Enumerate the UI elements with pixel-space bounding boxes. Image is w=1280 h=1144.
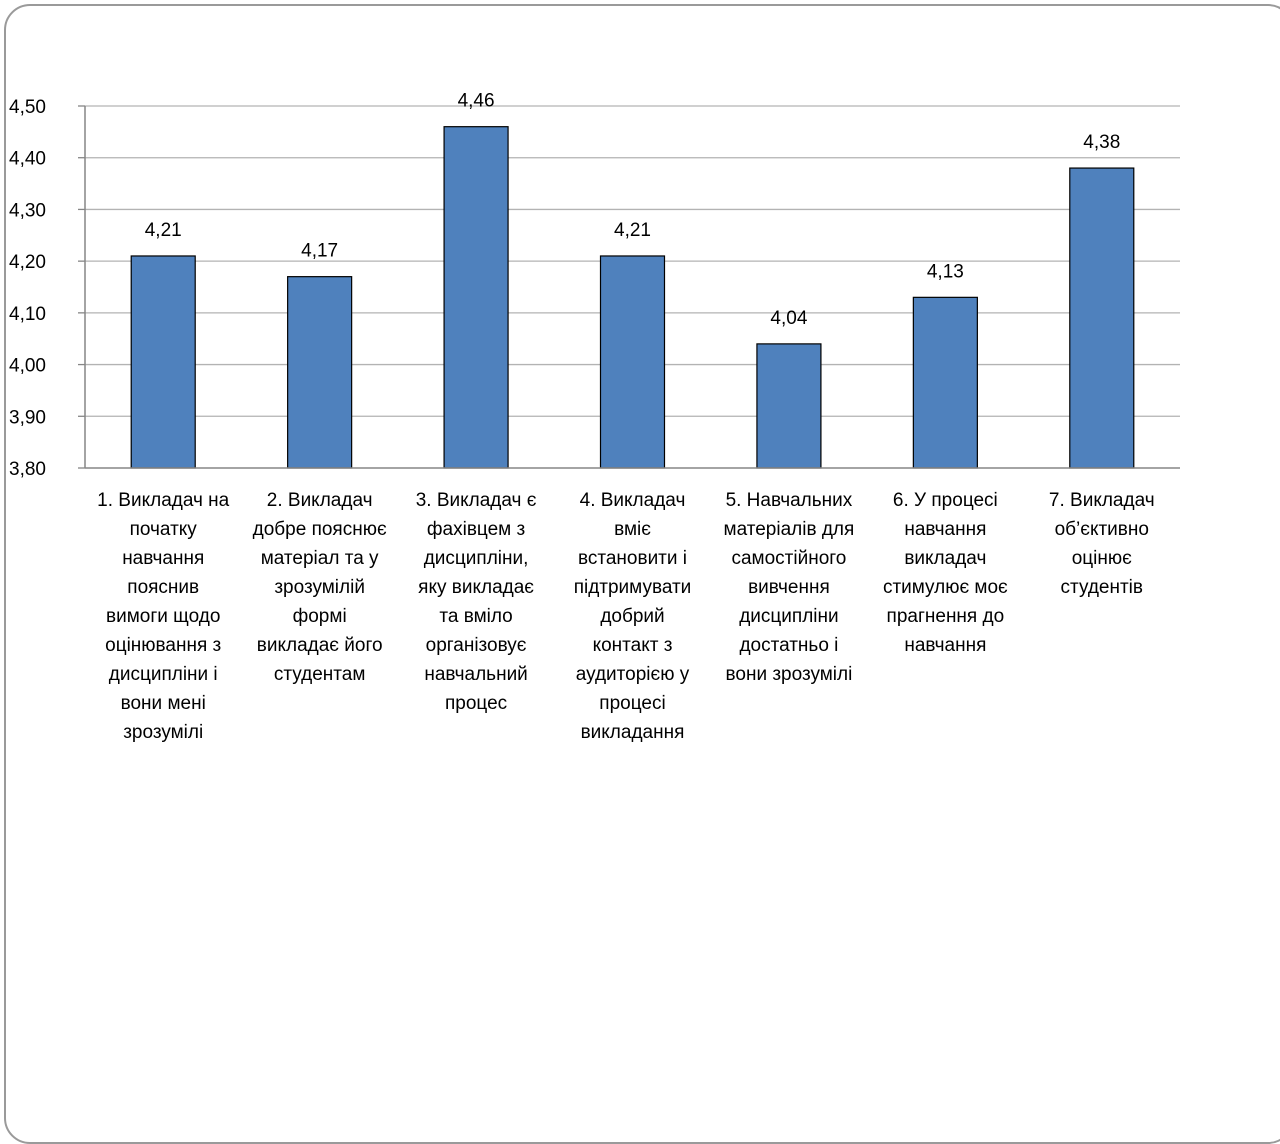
data-label-1: 4,21 bbox=[145, 220, 182, 241]
bar-2 bbox=[287, 276, 353, 469]
data-label-6: 4,13 bbox=[927, 261, 964, 282]
data-label-7: 4,38 bbox=[1083, 132, 1120, 153]
y-tick-label: 3,80 bbox=[9, 459, 46, 480]
bar-3 bbox=[443, 126, 509, 469]
x-axis-categories: 1. Викладач на початку навчання пояснив вимо… bbox=[97, 490, 1154, 743]
bar-chart: 3,80 3,90 4,00 4,10 4,20 4,30 4,40 4,50 4,21 4,1… bbox=[9, 91, 1180, 743]
bar-4 bbox=[599, 255, 666, 469]
bar-6 bbox=[912, 296, 978, 469]
data-label-3: 4,46 bbox=[458, 91, 495, 112]
bars bbox=[130, 126, 1135, 469]
y-tick-label: 4,10 bbox=[9, 304, 46, 325]
axes bbox=[78, 105, 1180, 469]
bar-7 bbox=[1069, 167, 1135, 469]
data-label-5: 4,04 bbox=[770, 308, 807, 329]
bar-1 bbox=[130, 255, 196, 469]
y-tick-label: 4,40 bbox=[9, 149, 46, 170]
y-tick-label: 4,00 bbox=[9, 356, 46, 377]
data-label-4: 4,21 bbox=[614, 220, 651, 241]
category-label-3: 3. Викладач є фахівцем з дисципліни, яку ви… bbox=[416, 490, 537, 714]
y-tick-label: 4,50 bbox=[9, 97, 46, 118]
y-tick-label: 3,90 bbox=[9, 407, 46, 428]
category-label-5: 5. Навчальних матеріалів для самостійного в… bbox=[724, 490, 855, 685]
bar-5 bbox=[756, 343, 822, 469]
category-label-7: 7. Викладач об’єктивно оцінює студентів bbox=[1049, 490, 1155, 598]
data-label-2: 4,17 bbox=[301, 241, 338, 262]
y-axis-ticks: 3,80 3,90 4,00 4,10 4,20 4,30 4,40 4,50 bbox=[9, 97, 46, 480]
y-tick-label: 4,30 bbox=[9, 200, 46, 221]
category-label-6: 6. У процесі навчання викладач стимулює моє… bbox=[883, 490, 1008, 656]
y-tick-label: 4,20 bbox=[9, 252, 46, 273]
category-label-2: 2. Викладач добре пояснює матеріал та у зро… bbox=[253, 490, 387, 685]
data-labels: 4,21 4,17 4,46 4,21 4,04 4,13 4,38 bbox=[145, 91, 1121, 329]
category-label-4: 4. Викладач вміє встановити і підтримувати д… bbox=[574, 490, 692, 743]
category-label-1: 1. Викладач на початку навчання пояснив вимо… bbox=[97, 490, 229, 743]
